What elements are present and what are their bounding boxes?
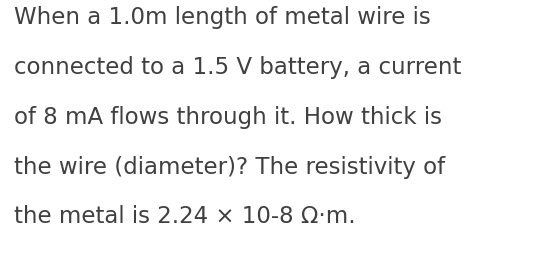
Text: connected to a 1.5 V battery, a current: connected to a 1.5 V battery, a current xyxy=(14,56,461,79)
Text: the metal is 2.24 × 10-8 Ω·m.: the metal is 2.24 × 10-8 Ω·m. xyxy=(14,205,356,228)
Text: When a 1.0m length of metal wire is: When a 1.0m length of metal wire is xyxy=(14,6,431,30)
Text: the wire (diameter)? The resistivity of: the wire (diameter)? The resistivity of xyxy=(14,156,445,179)
Text: of 8 mA flows through it. How thick is: of 8 mA flows through it. How thick is xyxy=(14,106,442,129)
